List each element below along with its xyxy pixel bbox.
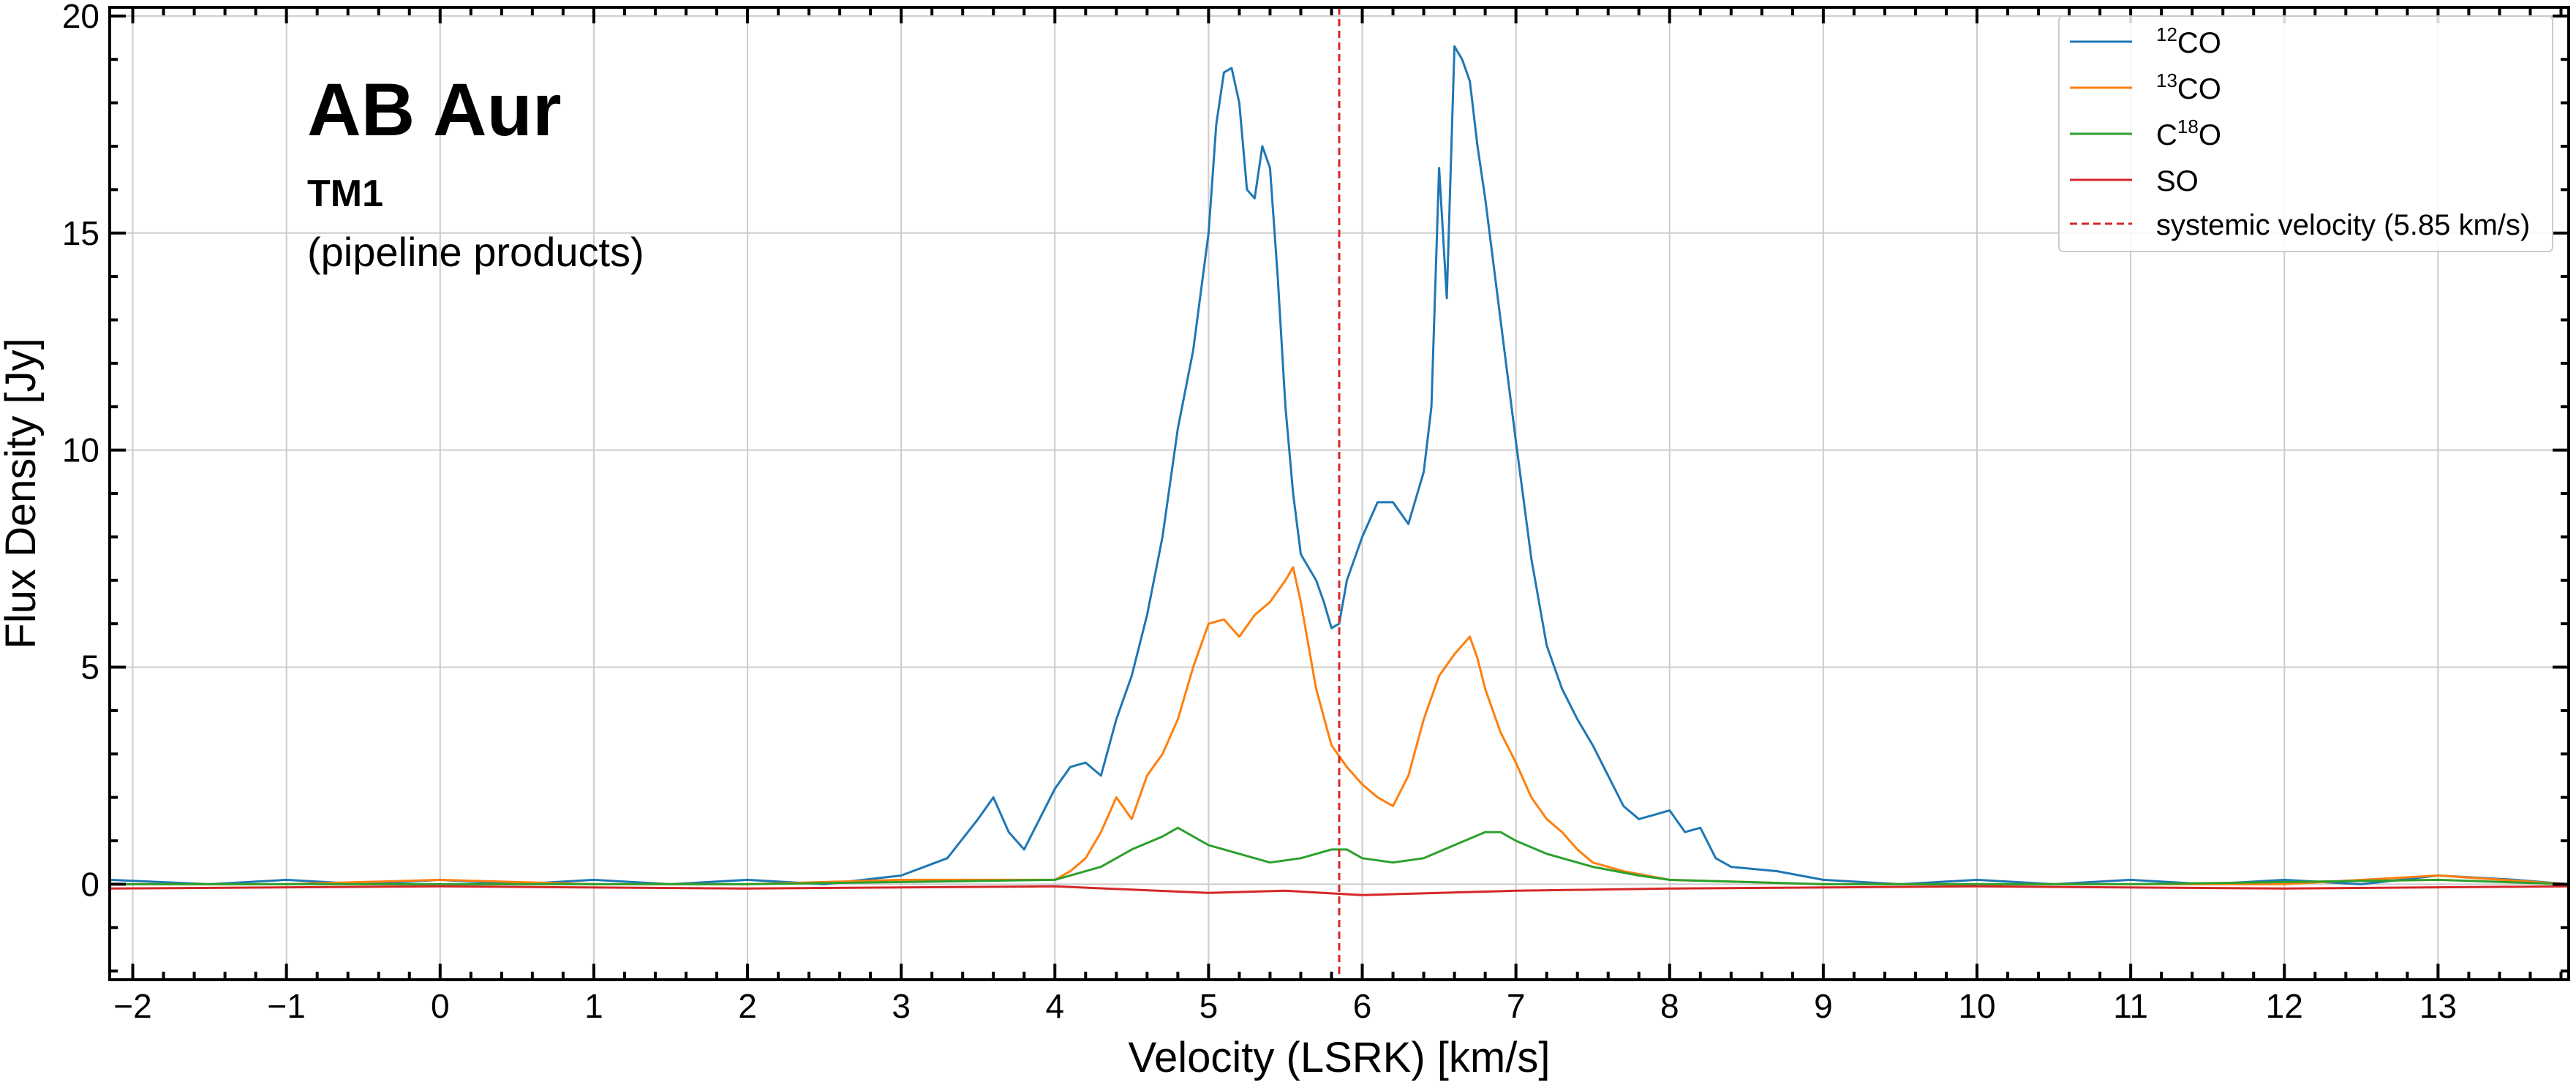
axis-ticks bbox=[110, 7, 2569, 980]
x-tick-label: 8 bbox=[1660, 987, 1679, 1025]
y-tick-label: 10 bbox=[62, 431, 99, 469]
x-tick-label: 9 bbox=[1814, 987, 1833, 1025]
legend-label: systemic velocity (5.85 km/s) bbox=[2156, 209, 2530, 241]
x-tick-label: 12 bbox=[2266, 987, 2303, 1025]
x-tick-label: 10 bbox=[1958, 987, 1995, 1025]
legend-label: SO bbox=[2156, 165, 2199, 197]
x-tick-label: −1 bbox=[267, 987, 305, 1025]
y-tick-label: 20 bbox=[62, 0, 99, 35]
legend-label: 13CO bbox=[2156, 69, 2221, 105]
series-line-c18o bbox=[110, 826, 2569, 885]
series-layer bbox=[110, 45, 2569, 896]
y-tick-label: 5 bbox=[80, 649, 99, 687]
products-note: (pipeline products) bbox=[307, 229, 644, 275]
x-tick-label: 5 bbox=[1200, 987, 1219, 1025]
x-tick-label: 11 bbox=[2113, 987, 2148, 1025]
y-tick-label: 15 bbox=[62, 214, 99, 252]
x-tick-label: 4 bbox=[1045, 987, 1064, 1025]
x-tick-label: −2 bbox=[113, 987, 151, 1025]
legend: 12CO 13CO C18O SO systemic velocity (5.85 km… bbox=[2058, 15, 2553, 252]
x-tick-label: 3 bbox=[892, 987, 911, 1025]
x-tick-label: 7 bbox=[1507, 987, 1526, 1025]
object-name: AB Aur bbox=[307, 68, 562, 151]
config-label: TM1 bbox=[307, 173, 383, 215]
series-line-12co bbox=[110, 45, 2569, 885]
legend-label: 12CO bbox=[2156, 23, 2221, 59]
x-tick-label: 6 bbox=[1353, 987, 1372, 1025]
x-tick-label: 1 bbox=[584, 987, 603, 1025]
series-line-13co bbox=[110, 566, 2569, 885]
x-axis-label: Velocity (LSRK) [km/s] bbox=[1129, 1034, 1551, 1081]
legend-box bbox=[2058, 15, 2553, 252]
legend-label: C18O bbox=[2156, 116, 2221, 151]
series-line-so bbox=[110, 885, 2569, 896]
y-axis-label: Flux Density [Jy] bbox=[0, 338, 45, 649]
x-tick-label: 0 bbox=[431, 987, 450, 1025]
x-tick-label: 13 bbox=[2419, 987, 2457, 1025]
y-tick-label: 0 bbox=[80, 865, 99, 903]
x-tick-label: 2 bbox=[738, 987, 757, 1025]
